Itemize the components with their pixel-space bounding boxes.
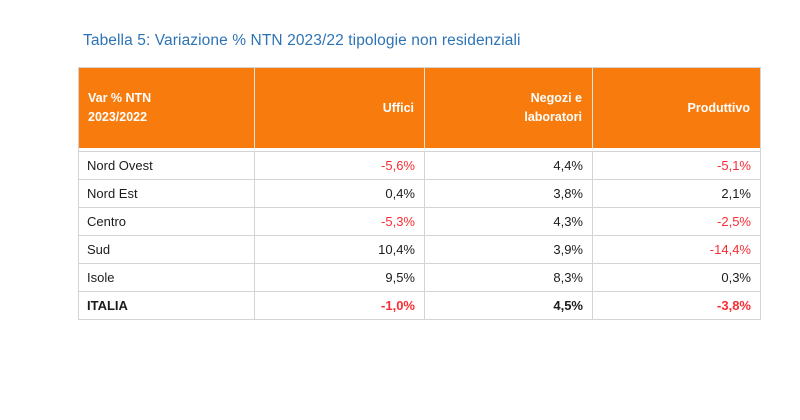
produttivo-value: -5,1% (593, 151, 760, 179)
negozi-value: 3,9% (425, 235, 593, 263)
uffici-value: 9,5% (255, 263, 425, 291)
region-label: Nord Ovest (79, 151, 255, 179)
page-title: Tabella 5: Variazione % NTN 2023/22 tipo… (83, 32, 521, 49)
region-label: ITALIA (79, 291, 255, 319)
uffici-value: 0,4% (255, 179, 425, 207)
negozi-value: 4,3% (425, 207, 593, 235)
table-row-sud: Sud 10,4% 3,9% -14,4% (79, 235, 760, 263)
produttivo-value: 0,3% (593, 263, 760, 291)
table-row-italia-total: ITALIA -1,0% 4,5% -3,8% (79, 291, 760, 319)
table-row-nord-ovest: Nord Ovest -5,6% 4,4% -5,1% (79, 151, 760, 179)
region-label: Isole (79, 263, 255, 291)
uffici-value: -5,6% (255, 151, 425, 179)
produttivo-value: -2,5% (593, 207, 760, 235)
region-label: Centro (79, 207, 255, 235)
region-label: Nord Est (79, 179, 255, 207)
uffici-value: -5,3% (255, 207, 425, 235)
negozi-value: 8,3% (425, 263, 593, 291)
produttivo-value: -3,8% (593, 291, 760, 319)
negozi-value: 4,5% (425, 291, 593, 319)
table-row-centro: Centro -5,3% 4,3% -2,5% (79, 207, 760, 235)
header-row: Var % NTN 2023/2022 Uffici Negozi e labo… (79, 68, 760, 151)
header-produttivo: Produttivo (593, 68, 760, 151)
produttivo-value: 2,1% (593, 179, 760, 207)
uffici-value: -1,0% (255, 291, 425, 319)
table-body: Nord Ovest -5,6% 4,4% -5,1% Nord Est 0,4… (79, 151, 760, 319)
table-row-isole: Isole 9,5% 8,3% 0,3% (79, 263, 760, 291)
produttivo-value: -14,4% (593, 235, 760, 263)
ntn-variation-table: Var % NTN 2023/2022 Uffici Negozi e labo… (78, 67, 761, 320)
header-uffici: Uffici (255, 68, 425, 151)
table-row-nord-est: Nord Est 0,4% 3,8% 2,1% (79, 179, 760, 207)
negozi-value: 3,8% (425, 179, 593, 207)
uffici-value: 10,4% (255, 235, 425, 263)
table-header: Var % NTN 2023/2022 Uffici Negozi e labo… (79, 68, 760, 151)
header-negozi: Negozi e laboratori (425, 68, 593, 151)
region-label: Sud (79, 235, 255, 263)
negozi-value: 4,4% (425, 151, 593, 179)
header-var-ntn: Var % NTN 2023/2022 (79, 68, 255, 151)
